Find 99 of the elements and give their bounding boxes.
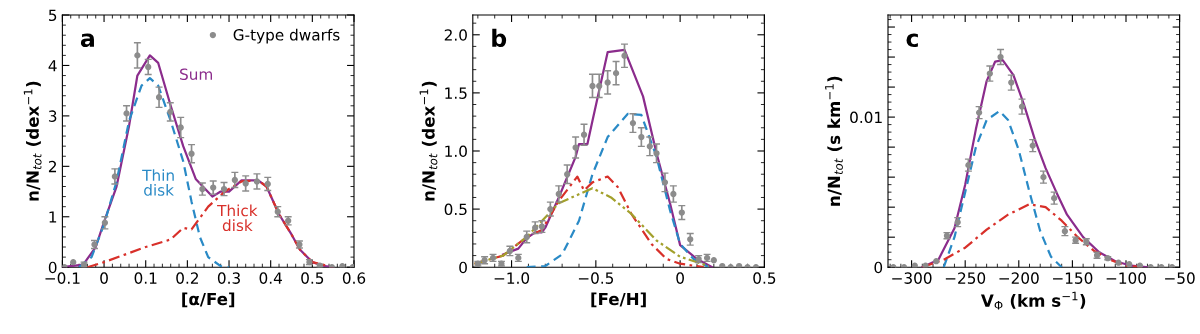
point: [604, 79, 611, 86]
x-tick-label: −0.1: [45, 272, 80, 284]
point: [231, 176, 238, 184]
point: [922, 262, 929, 268]
x-tick-label: −200: [999, 272, 1039, 284]
point: [629, 119, 637, 127]
x-tick-label: 0.6: [342, 272, 366, 284]
point: [547, 205, 554, 213]
point: [572, 144, 579, 151]
line-series: [942, 109, 1063, 268]
point: [653, 150, 660, 157]
x-axis-title: [α/Fe]: [182, 292, 235, 308]
point: [220, 185, 228, 193]
point: [210, 184, 217, 191]
x-tick-label: −300: [892, 272, 932, 284]
point: [188, 150, 195, 157]
point: [986, 70, 993, 77]
point: [638, 133, 645, 141]
line-series: [525, 112, 710, 268]
point: [719, 262, 726, 268]
point: [1018, 103, 1026, 110]
line-series: [502, 48, 714, 268]
y-tick-label: 0.01: [850, 111, 882, 124]
point: [678, 209, 685, 216]
y-axis-title: n/N$_{tot}$ (dex$^{−1}$): [23, 81, 42, 201]
point: [933, 258, 940, 265]
point: [264, 180, 271, 188]
point: [1029, 142, 1036, 149]
chart-title: b: [492, 28, 507, 48]
point: [134, 52, 141, 59]
point: [710, 257, 717, 264]
point: [646, 143, 653, 150]
x-tick-label: 0.1: [134, 272, 157, 284]
point: [145, 63, 152, 71]
x-tick-label: 0.5: [301, 272, 324, 284]
x-tick-label: 0: [100, 272, 108, 284]
y-axis-title: n/N$_{tot}$ (s km$^{−1}$): [825, 76, 843, 206]
point: [1115, 259, 1122, 266]
y-tick-label: 4: [48, 60, 57, 72]
point: [596, 82, 603, 90]
x-tick-label: −1.0: [494, 272, 530, 284]
point: [975, 109, 983, 116]
point: [612, 70, 620, 77]
y-tick-label: 2: [48, 160, 57, 173]
point: [1126, 261, 1133, 268]
point: [167, 108, 174, 115]
x-tick-label: 0.4: [259, 272, 282, 284]
text: c: [906, 33, 918, 48]
x-tick-label: 0.3: [217, 272, 240, 284]
point: [555, 190, 562, 198]
series-label: Thin disk: [142, 169, 174, 196]
y-tick-label: 1.5: [445, 87, 467, 99]
y-tick-label: 1: [49, 211, 57, 223]
x-tick-label: −150: [1053, 272, 1093, 284]
point: [242, 180, 249, 187]
y-tick-label: 1.0: [445, 145, 467, 158]
x-tick-label: 0.2: [176, 272, 198, 284]
point: [580, 131, 588, 138]
y-tick-label: 0: [459, 261, 467, 274]
series-label: Sum: [180, 68, 213, 80]
point: [564, 171, 571, 178]
text: a: [80, 33, 94, 48]
y-tick-label: 5: [49, 9, 57, 22]
point: [177, 124, 184, 131]
point: [661, 179, 669, 186]
point: [621, 52, 628, 59]
legend-label: G-type dwarfs: [233, 28, 340, 44]
x-axis-title: [Fe/H]: [591, 292, 646, 308]
point: [111, 173, 119, 180]
series-label: Thick disk: [217, 204, 258, 232]
point: [589, 82, 596, 90]
point: [123, 110, 130, 117]
point: [735, 262, 743, 268]
point: [965, 162, 972, 169]
y-tick-label: 2.0: [444, 29, 467, 41]
x-axis-title: V$_{Φ}$ (km s$^{−1}$): [980, 291, 1086, 310]
point: [997, 53, 1004, 61]
x-tick-label: −250: [945, 272, 986, 284]
point: [155, 94, 163, 101]
y-axis-title: n/N$_{tot}$ (dex$^{−1}$): [419, 81, 438, 201]
x-tick-label: −100: [1106, 272, 1146, 284]
point: [101, 219, 109, 226]
x-tick-label: −0.5: [578, 272, 614, 284]
point: [253, 178, 261, 185]
y-tick-label: 0.5: [444, 203, 467, 216]
x-tick-label: 0: [676, 272, 684, 284]
point: [70, 259, 77, 266]
point: [1040, 174, 1047, 181]
point: [1008, 79, 1015, 86]
point: [1136, 262, 1144, 268]
point: [1051, 195, 1058, 202]
y-tick-label: 0: [48, 261, 57, 274]
point: [687, 236, 694, 243]
point: [911, 262, 918, 268]
x-tick-label: 0.5: [753, 272, 776, 284]
y-tick-label: 3: [48, 110, 57, 122]
x-tick-label: −50: [1165, 272, 1195, 284]
point: [670, 190, 677, 198]
point: [339, 263, 346, 268]
